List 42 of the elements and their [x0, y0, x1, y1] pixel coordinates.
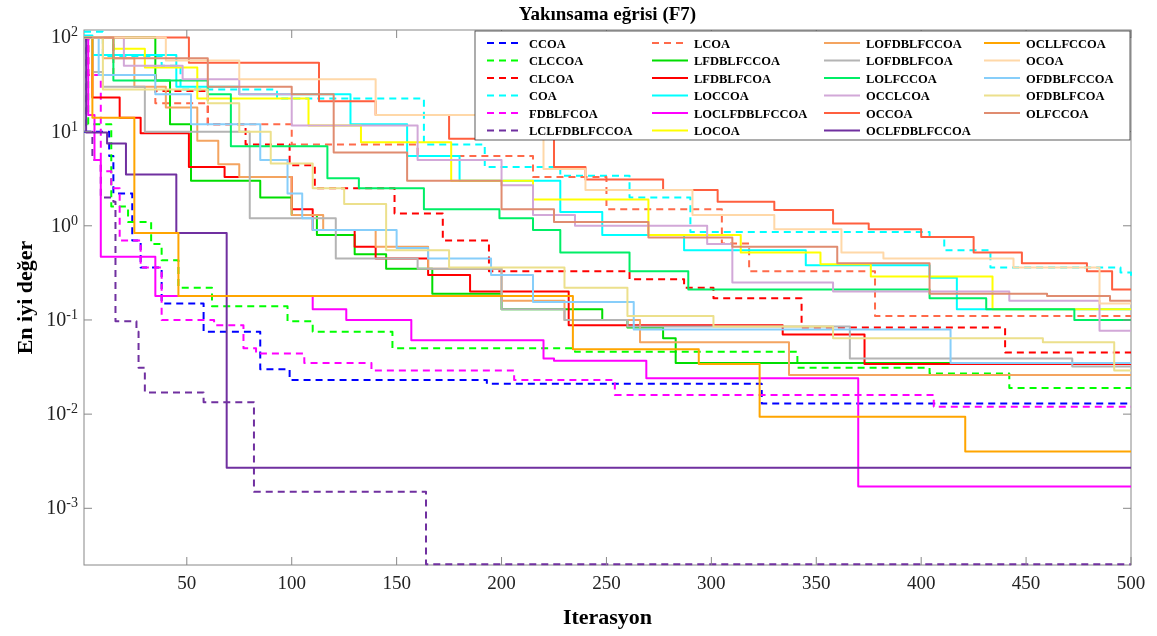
- legend-label: LOFDBLFCCOA: [866, 36, 962, 51]
- legend-label: OCCOA: [866, 106, 913, 121]
- legend-label: CCOA: [529, 36, 566, 51]
- x-tick-label: 350: [802, 572, 831, 593]
- legend-label: LCLFDBLFCCOA: [529, 124, 633, 138]
- legend-label: OLFCCOA: [1026, 106, 1089, 121]
- legend-label: LOLFCCOA: [866, 71, 937, 86]
- legend-label: OCLFDBLFCCOA: [866, 124, 971, 138]
- x-tick-label: 500: [1116, 572, 1146, 593]
- legend-label: OFDBLFCOA: [1026, 89, 1105, 103]
- x-tick-label: 200: [487, 572, 516, 593]
- legend-label: LOFDBLFCOA: [866, 54, 953, 68]
- x-tick-label: 300: [697, 572, 726, 593]
- legend-label: OCOA: [1026, 54, 1064, 68]
- chart-title: Yakınsama eğrisi (F7): [518, 3, 697, 25]
- legend-label: LFDBLFCCOA: [694, 54, 781, 68]
- legend-label: OCLLFCCOA: [1026, 36, 1106, 51]
- legend-label: CLCCOA: [529, 54, 584, 68]
- legend-label: OFDBLFCCOA: [1026, 71, 1114, 86]
- legend-label: CLCOA: [529, 71, 575, 86]
- y-tick-label: 10$^{0}$: [51, 212, 78, 236]
- legend-label: FDBLFCOA: [529, 106, 598, 121]
- legend-label: LCOA: [694, 36, 731, 51]
- y-tick-label: 10$^{2}$: [51, 23, 78, 48]
- legend-label: OCCLCOA: [866, 89, 930, 103]
- x-tick-label: 250: [592, 572, 621, 593]
- x-tick-label: 50: [177, 572, 197, 593]
- y-tick-label: 10$^{-1}$: [46, 306, 78, 330]
- legend-label: COA: [529, 89, 557, 103]
- x-tick-label: 450: [1011, 572, 1041, 593]
- x-tick-label: 100: [277, 572, 306, 593]
- y-tick-label: 10$^{-3}$: [46, 494, 78, 519]
- y-axis-title: En iyi değer: [12, 240, 37, 355]
- y-tick-label: 10$^{1}$: [51, 118, 78, 142]
- legend-label: LOCOA: [694, 124, 740, 138]
- x-axis-title: Iterasyon: [562, 604, 653, 629]
- y-tick-label: 10$^{-2}$: [46, 400, 78, 425]
- legend-label: LOCCOA: [694, 89, 749, 103]
- x-tick-label: 150: [382, 572, 411, 593]
- x-tick-label: 400: [906, 572, 936, 593]
- legend-label: LFDBLFCOA: [694, 71, 772, 86]
- legend-label: LOCLFDBLFCCOA: [694, 106, 808, 121]
